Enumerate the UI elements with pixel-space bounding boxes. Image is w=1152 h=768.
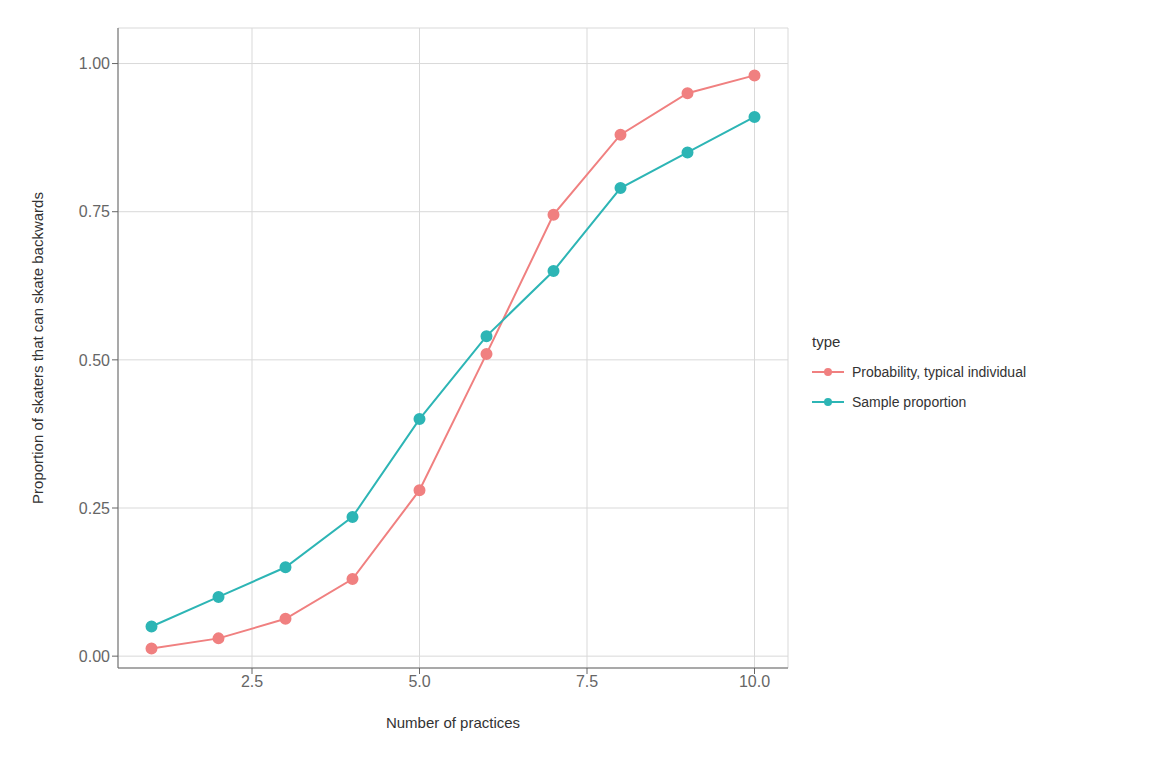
html-text:Sample proportion: Sample proportion: [852, 393, 967, 410]
svg-text:0.25: 0.25: [79, 500, 110, 517]
svg-text:0.50: 0.50: [79, 352, 110, 369]
html-text:Probability, typical individua: Probability, typical individual: [852, 363, 1027, 380]
svg-text:Number of practices: Number of practices: [386, 714, 520, 731]
svg-text:5.0: 5.0: [408, 673, 430, 690]
svg-text:10.0: 10.0: [739, 673, 770, 690]
svg-text:1.00: 1.00: [79, 55, 110, 72]
svg-text:0.00: 0.00: [79, 648, 110, 665]
svg-text:0.75: 0.75: [79, 203, 110, 220]
svg-text:7.5: 7.5: [576, 673, 598, 690]
svg-text:2.5: 2.5: [241, 673, 263, 690]
html-text:type: type: [812, 332, 841, 350]
svg-text:Proportion of skaters that can: Proportion of skaters that can skate bac…: [29, 192, 46, 504]
